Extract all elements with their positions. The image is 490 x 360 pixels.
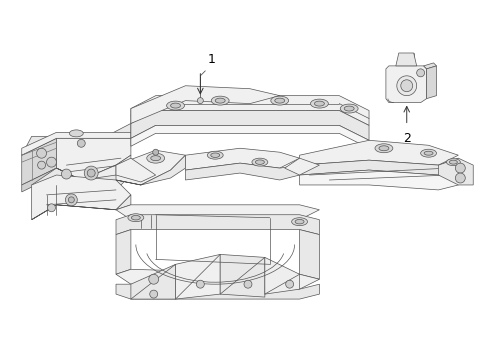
Circle shape	[87, 169, 95, 177]
Circle shape	[153, 149, 159, 155]
Ellipse shape	[449, 160, 457, 164]
Polygon shape	[116, 205, 319, 220]
Polygon shape	[22, 168, 56, 192]
Ellipse shape	[375, 144, 393, 153]
Ellipse shape	[211, 153, 220, 157]
Polygon shape	[131, 264, 175, 299]
Polygon shape	[116, 230, 131, 274]
Polygon shape	[265, 257, 299, 294]
Polygon shape	[185, 148, 299, 170]
Polygon shape	[299, 158, 458, 175]
Polygon shape	[131, 111, 369, 140]
Polygon shape	[22, 123, 131, 155]
Ellipse shape	[379, 146, 389, 151]
Polygon shape	[427, 66, 437, 99]
Polygon shape	[22, 138, 56, 185]
Circle shape	[244, 280, 252, 288]
Ellipse shape	[295, 220, 304, 224]
Polygon shape	[116, 269, 319, 289]
Ellipse shape	[340, 104, 358, 113]
Polygon shape	[56, 138, 131, 180]
Ellipse shape	[151, 156, 161, 161]
Polygon shape	[116, 158, 156, 182]
Circle shape	[48, 204, 55, 212]
Ellipse shape	[275, 98, 285, 103]
Polygon shape	[22, 132, 131, 155]
Ellipse shape	[446, 159, 460, 166]
Ellipse shape	[167, 101, 184, 110]
Ellipse shape	[315, 101, 324, 106]
Circle shape	[65, 194, 77, 206]
Polygon shape	[116, 155, 185, 185]
Ellipse shape	[147, 153, 165, 163]
Polygon shape	[220, 255, 265, 297]
Circle shape	[455, 173, 466, 183]
Circle shape	[47, 157, 56, 167]
Polygon shape	[439, 158, 473, 185]
Ellipse shape	[211, 96, 229, 105]
Polygon shape	[56, 155, 131, 180]
Polygon shape	[116, 150, 185, 185]
Ellipse shape	[311, 99, 328, 108]
Text: 2: 2	[403, 132, 411, 145]
Circle shape	[150, 290, 158, 298]
Polygon shape	[185, 163, 299, 180]
Polygon shape	[299, 230, 319, 279]
Circle shape	[286, 280, 294, 288]
Polygon shape	[116, 215, 319, 235]
Polygon shape	[424, 63, 437, 69]
Polygon shape	[32, 175, 131, 220]
Polygon shape	[175, 255, 220, 299]
Ellipse shape	[171, 103, 180, 108]
Ellipse shape	[252, 158, 268, 166]
Ellipse shape	[215, 98, 225, 103]
Polygon shape	[396, 53, 416, 66]
Circle shape	[37, 148, 47, 158]
Ellipse shape	[344, 106, 354, 111]
Text: 1: 1	[207, 53, 215, 66]
Ellipse shape	[424, 151, 433, 155]
Circle shape	[77, 139, 85, 147]
Polygon shape	[386, 66, 427, 103]
Circle shape	[84, 166, 98, 180]
Ellipse shape	[70, 130, 83, 137]
Ellipse shape	[207, 151, 223, 159]
Ellipse shape	[255, 160, 264, 165]
Polygon shape	[32, 195, 131, 220]
Polygon shape	[131, 125, 369, 148]
Circle shape	[455, 163, 466, 173]
Ellipse shape	[131, 216, 140, 220]
Ellipse shape	[271, 96, 289, 105]
Circle shape	[397, 76, 416, 96]
Circle shape	[416, 69, 425, 77]
Circle shape	[197, 98, 203, 104]
Ellipse shape	[420, 149, 437, 157]
Circle shape	[401, 80, 413, 92]
Circle shape	[196, 280, 204, 288]
Circle shape	[38, 161, 46, 169]
Polygon shape	[285, 158, 319, 175]
Polygon shape	[116, 284, 319, 299]
Circle shape	[69, 197, 74, 203]
Circle shape	[149, 274, 159, 284]
Polygon shape	[32, 165, 131, 200]
Polygon shape	[131, 96, 369, 125]
Polygon shape	[131, 86, 280, 123]
Polygon shape	[299, 170, 458, 190]
Circle shape	[61, 169, 72, 179]
Ellipse shape	[128, 214, 144, 222]
Polygon shape	[299, 140, 458, 165]
Ellipse shape	[292, 218, 308, 226]
